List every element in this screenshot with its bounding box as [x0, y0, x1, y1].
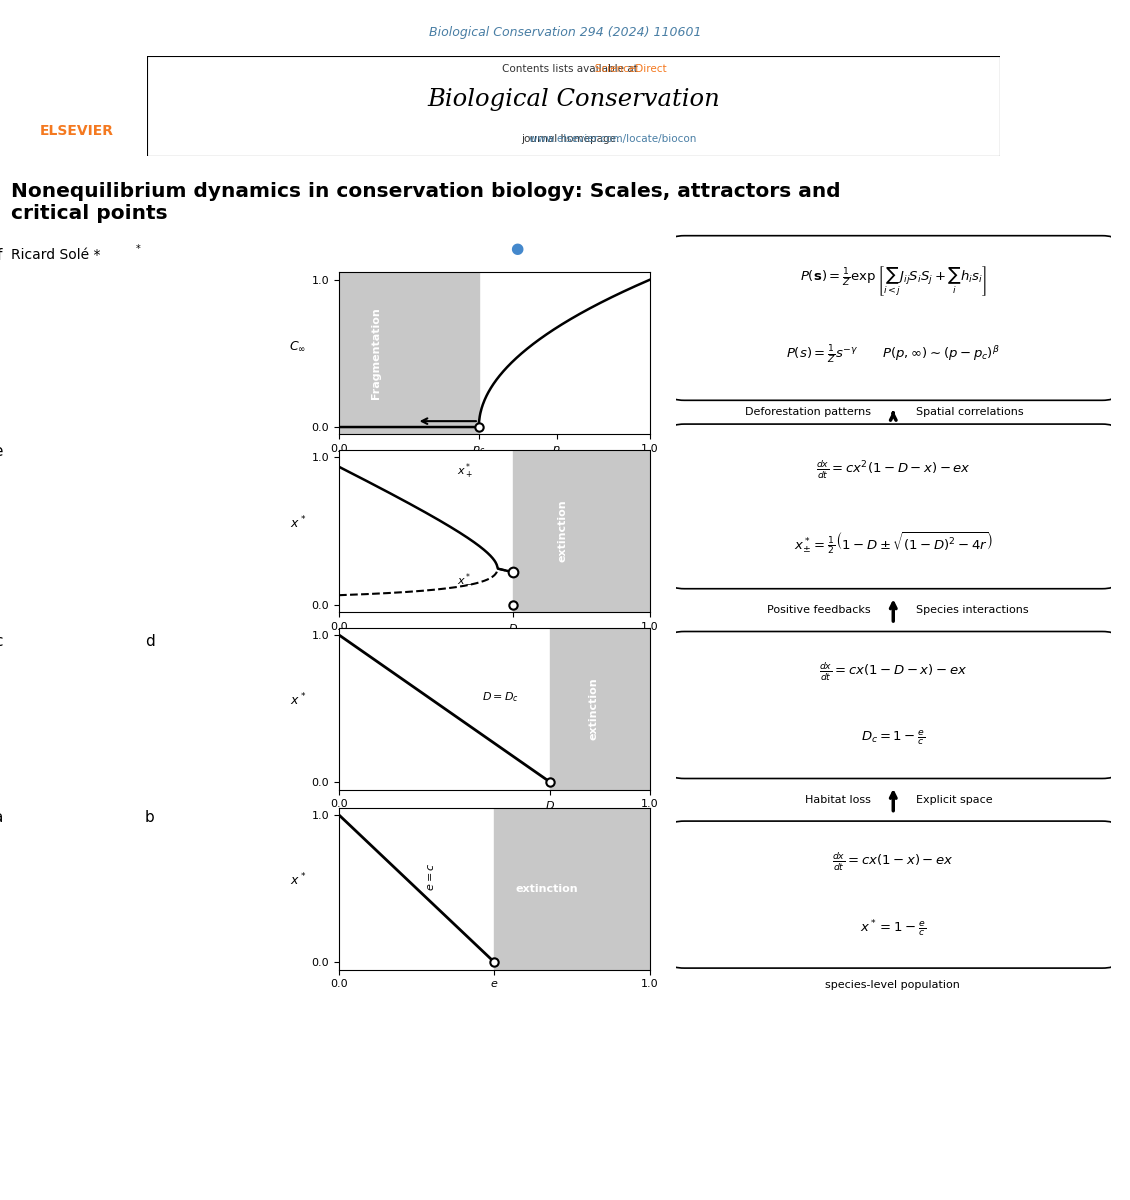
Text: $x^*_+$: $x^*_+$: [457, 461, 473, 481]
Text: $\frac{dx}{dt} = cx(1-x) - ex$: $\frac{dx}{dt} = cx(1-x) - ex$: [833, 851, 954, 872]
Text: Nonequilibrium dynamics in conservation biology: Scales, attractors and
critical: Nonequilibrium dynamics in conservation …: [11, 182, 841, 223]
Text: extinction: extinction: [516, 883, 579, 894]
Text: c: c: [0, 634, 2, 648]
Text: $\frac{dx}{dt} = cx(1-D-x) - ex$: $\frac{dx}{dt} = cx(1-D-x) - ex$: [819, 661, 967, 683]
FancyBboxPatch shape: [671, 631, 1115, 779]
Text: f: f: [0, 248, 2, 263]
Text: ScienceDirect: ScienceDirect: [480, 65, 667, 74]
Text: $\frac{dx}{dt} = cx^2(1-D-x) - ex$: $\frac{dx}{dt} = cx^2(1-D-x) - ex$: [816, 458, 971, 480]
FancyBboxPatch shape: [671, 424, 1115, 589]
Text: Biological Conservation: Biological Conservation: [427, 88, 720, 110]
Text: Deforestation patterns: Deforestation patterns: [745, 407, 870, 418]
Text: $x^*_{\pm} = \frac{1}{2}\left(1-D \pm \sqrt{(1-D)^2 - 4r}\right)$: $x^*_{\pm} = \frac{1}{2}\left(1-D \pm \s…: [793, 530, 993, 557]
Text: extinction: extinction: [558, 499, 567, 563]
Bar: [550, 628, 650, 790]
Text: Contents lists available at: Contents lists available at: [503, 65, 644, 74]
Text: www.elsevier.com/locate/biocon: www.elsevier.com/locate/biocon: [451, 134, 696, 144]
Text: a: a: [0, 810, 2, 826]
FancyBboxPatch shape: [671, 821, 1115, 968]
Text: *: *: [136, 244, 140, 253]
Text: Species interactions: Species interactions: [915, 605, 1028, 616]
Text: $x^* = 1 - \frac{e}{c}$: $x^* = 1 - \frac{e}{c}$: [860, 918, 927, 937]
Text: Explicit space: Explicit space: [915, 794, 992, 805]
Text: Positive feedbacks: Positive feedbacks: [767, 605, 870, 616]
Y-axis label: $x^*$: $x^*$: [289, 515, 306, 530]
Text: Ricard Solé *: Ricard Solé *: [11, 248, 101, 263]
Text: $e = c$: $e = c$: [426, 862, 436, 890]
Text: extinction: extinction: [589, 677, 599, 740]
Text: e: e: [0, 444, 2, 458]
Y-axis label: $x^*$: $x^*$: [289, 692, 306, 708]
Text: BIOLOGICAL: BIOLOGICAL: [1035, 72, 1087, 80]
Text: Habitat loss: Habitat loss: [805, 794, 870, 805]
FancyBboxPatch shape: [671, 235, 1115, 401]
Bar: [339, 272, 479, 434]
Text: Fragmentation: Fragmentation: [372, 307, 381, 400]
Text: CONSERVATION: CONSERVATION: [1027, 86, 1095, 96]
Text: ●: ●: [510, 241, 523, 256]
Text: b: b: [145, 810, 155, 826]
Text: $x^*_-$: $x^*_-$: [457, 571, 473, 587]
Text: Biological Conservation 294 (2024) 110601: Biological Conservation 294 (2024) 11060…: [428, 26, 702, 40]
Text: species-level population: species-level population: [825, 980, 960, 990]
Text: $D_c = 1 - \frac{e}{c}$: $D_c = 1 - \frac{e}{c}$: [861, 728, 925, 748]
Text: Spatial correlations: Spatial correlations: [915, 407, 1024, 418]
Bar: [513, 450, 650, 612]
Bar: [495, 808, 650, 970]
Y-axis label: $C_\infty$: $C_\infty$: [289, 341, 306, 353]
Text: d: d: [145, 634, 155, 648]
Y-axis label: $x^*$: $x^*$: [289, 872, 306, 888]
Text: $P(\mathbf{s}) = \frac{1}{Z}\exp\left[\sum_{i<j} J_{ij}S_iS_j + \sum_i h_i s_i\r: $P(\mathbf{s}) = \frac{1}{Z}\exp\left[\s…: [800, 264, 986, 298]
Text: $P(s) = \frac{1}{Z}s^{-\gamma} \qquad P(p,\infty) \sim (p-p_c)^{\beta}$: $P(s) = \frac{1}{Z}s^{-\gamma} \qquad P(…: [786, 344, 1000, 366]
Text: journal homepage:: journal homepage:: [521, 134, 626, 144]
Text: ELSEVIER: ELSEVIER: [40, 124, 113, 138]
Text: $D = D_c$: $D = D_c$: [481, 690, 519, 704]
